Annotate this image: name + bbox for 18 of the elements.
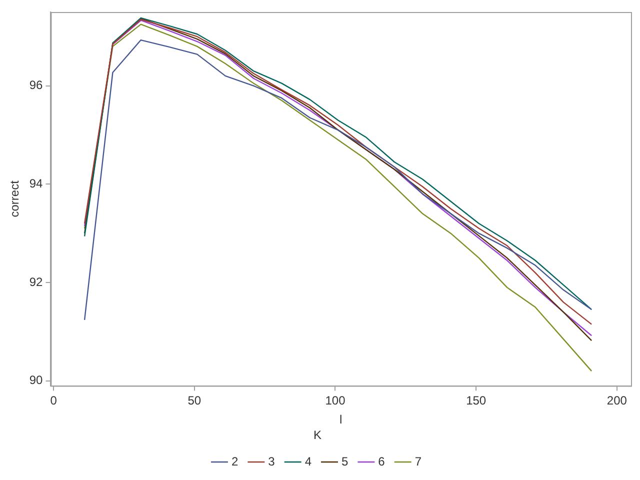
legend-label: 5 [342,454,348,468]
x-tick-label: 150 [466,393,486,408]
legend-title: K [313,428,322,442]
y-axis-title: correct [8,180,22,218]
y-tick-label: 92 [29,274,44,289]
x-tick-label: 50 [188,393,202,408]
x-tick-label: 0 [50,393,58,408]
legend-label: 7 [414,454,422,468]
legend-label: 6 [378,454,386,468]
legend-label: 4 [304,454,312,468]
x-tick-label: 200 [606,393,628,408]
legend-label: 3 [268,454,276,468]
y-tick-label: 94 [29,176,44,190]
y-tick-label: 90 [29,373,44,388]
x-axis-title: l [340,412,342,427]
legend-label: 2 [231,454,238,468]
y-tick-label: 96 [29,78,44,92]
x-tick-label: 100 [325,393,346,408]
